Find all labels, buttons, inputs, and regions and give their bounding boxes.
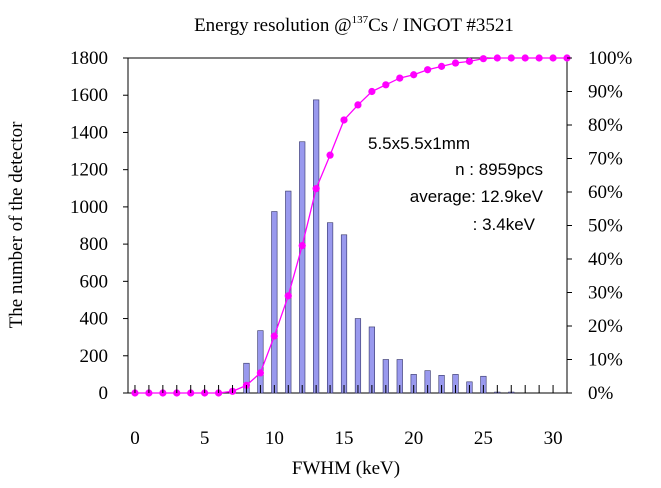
cdf-point xyxy=(549,54,557,62)
y2-tick-label: 60% xyxy=(588,182,623,203)
x-tick-label: 30 xyxy=(544,428,563,449)
y2-tick-label: 40% xyxy=(588,249,623,270)
y2-tick-label: 70% xyxy=(588,149,623,170)
y-tick-label: 1600 xyxy=(70,85,108,106)
bar xyxy=(299,141,306,394)
y-tick-label: 1800 xyxy=(70,48,108,69)
y2-tick-label: 20% xyxy=(588,316,623,337)
x-tick-label: 0 xyxy=(130,428,140,449)
cdf-point xyxy=(493,54,501,62)
bar xyxy=(354,318,362,394)
y-tick-label: 800 xyxy=(80,234,109,255)
cdf-point xyxy=(256,369,264,377)
x-tick-label: 15 xyxy=(335,428,354,449)
cdf-point xyxy=(535,54,543,62)
y-axis-right: 0% 10% 20% 30% 40% 50% 60% 70% 80% 90% 100% xyxy=(567,48,633,404)
bar xyxy=(340,234,348,394)
y2-tick-label: 80% xyxy=(588,115,623,136)
y-axis-left: 0 200 400 600 800 1000 1200 1400 1600 1800 xyxy=(70,48,128,404)
bar xyxy=(257,330,264,394)
x-axis-label: FWHM (keV) xyxy=(292,458,400,479)
bar xyxy=(271,211,278,394)
cdf-point xyxy=(340,116,348,124)
cdf-point xyxy=(298,242,306,250)
cdf-point xyxy=(312,185,320,193)
cdf-point xyxy=(507,54,515,62)
cdf-point xyxy=(368,87,376,96)
y-axis-label: The number of the detector xyxy=(6,121,27,328)
y-tick-label: 1000 xyxy=(70,197,108,218)
cdf-point xyxy=(424,66,432,74)
x-tick-label: 20 xyxy=(404,428,423,449)
bar xyxy=(313,99,320,394)
x-tick-label: 25 xyxy=(474,428,493,449)
y2-tick-label: 90% xyxy=(588,82,623,103)
cdf-point xyxy=(326,151,334,159)
title-main: Energy resolution @ xyxy=(194,15,352,36)
cdf-point xyxy=(284,292,292,300)
y-tick-label: 400 xyxy=(80,309,109,330)
y-tick-label: 200 xyxy=(80,346,109,367)
cdf-point xyxy=(270,332,278,340)
annotation-sigma: : 3.4keV xyxy=(473,215,536,234)
y-tick-label: 600 xyxy=(80,271,109,292)
y2-tick-label: 30% xyxy=(588,283,623,304)
y-tick-label: 1400 xyxy=(70,122,108,143)
y-tick-label: 1200 xyxy=(70,160,108,181)
cdf-point xyxy=(465,57,474,65)
y-tick-label: 0 xyxy=(99,383,109,404)
title-rest: Cs / INGOT #3521 xyxy=(368,15,514,36)
y2-tick-label: 0% xyxy=(588,383,614,404)
cdf-point xyxy=(354,101,362,109)
x-axis: 0 5 10 15 20 25 30 xyxy=(130,385,568,449)
y2-tick-label: 50% xyxy=(588,216,623,237)
x-tick-label: 10 xyxy=(265,428,284,449)
bar xyxy=(326,222,334,394)
x-tick-label: 5 xyxy=(200,428,210,449)
title-superscript: 137 xyxy=(352,14,369,26)
annotation-size: 5.5x5.5x1mm xyxy=(368,134,470,153)
cdf-point xyxy=(437,62,446,70)
annotation-average: average: 12.9keV xyxy=(410,187,544,206)
cdf-point xyxy=(382,81,390,89)
cdf-point xyxy=(451,59,460,67)
bar xyxy=(368,326,375,394)
y2-tick-label: 10% xyxy=(588,350,623,371)
annotation-box: 5.5x5.5x1mm n : 8959pcs average: 12.9keV… xyxy=(368,134,544,234)
cdf-line-layer xyxy=(131,54,571,397)
chart-title: Energy resolution @137Cs / INGOT #3521 xyxy=(194,14,514,36)
bar xyxy=(285,190,292,394)
cdf-point xyxy=(410,71,418,79)
cdf-point xyxy=(521,54,529,62)
cdf-point xyxy=(479,55,487,63)
y2-tick-label: 100% xyxy=(588,48,633,69)
annotation-count: n : 8959pcs xyxy=(455,160,543,179)
cdf-point xyxy=(396,74,404,82)
